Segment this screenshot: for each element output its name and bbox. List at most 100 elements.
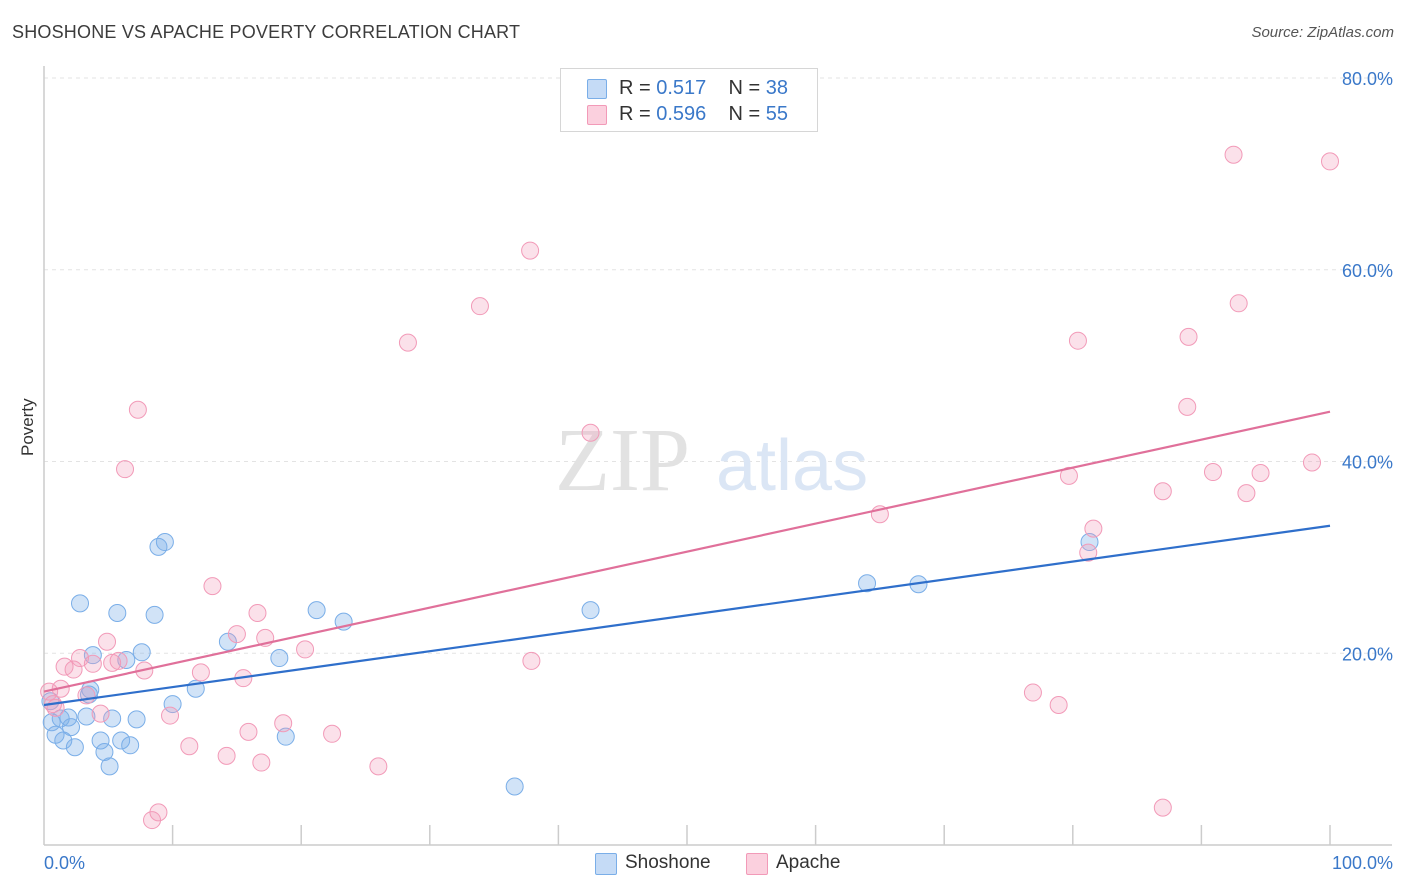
- x-tick-label: 0.0%: [44, 853, 85, 873]
- apache-point: [217, 746, 236, 765]
- shoshone-point: [117, 650, 136, 669]
- apache-point: [98, 632, 117, 651]
- apache-point: [470, 297, 489, 316]
- apache-legend-label: Apache: [776, 852, 841, 873]
- legend-n-label: N =: [728, 77, 766, 99]
- shoshone-point: [276, 727, 295, 746]
- apache-point: [323, 724, 342, 743]
- apache-point: [109, 651, 128, 670]
- apache-point: [1153, 798, 1172, 817]
- apache-point: [149, 803, 168, 822]
- shoshone-point: [307, 601, 326, 620]
- apache-point: [1068, 331, 1087, 350]
- legend-n-value: 55: [765, 103, 789, 125]
- apache-point: [227, 625, 246, 644]
- correlation-legend: R = 0.517 N = 38 R = 0.596 N = 55: [560, 68, 818, 132]
- apache-point: [161, 706, 180, 725]
- apache-point: [116, 460, 135, 479]
- shoshone-point: [145, 605, 164, 624]
- apache-point: [1084, 519, 1103, 538]
- legend-r-label: R =: [619, 77, 657, 99]
- shoshone-point: [858, 574, 877, 593]
- shoshone-point: [270, 649, 289, 668]
- apache-point: [252, 753, 271, 772]
- apache-point: [248, 603, 267, 622]
- apache-point: [274, 714, 293, 733]
- shoshone-point: [62, 718, 81, 737]
- shoshone-point: [103, 709, 122, 728]
- apache-point: [1153, 482, 1172, 501]
- apache-point: [1179, 327, 1198, 346]
- apache-swatch: [587, 105, 607, 125]
- apache-point: [103, 653, 122, 672]
- legend-r-value: 0.596: [656, 103, 707, 125]
- apache-point: [1251, 464, 1270, 483]
- apache-legend-swatch: [746, 853, 768, 875]
- apache-point: [239, 722, 258, 741]
- apache-point: [369, 757, 388, 776]
- shoshone-point: [112, 731, 131, 750]
- shoshone-point: [91, 731, 110, 750]
- trend-lines: [43, 410, 1331, 707]
- shoshone-point: [71, 594, 90, 613]
- apache-point: [1079, 543, 1098, 562]
- y-tick-label: 60.0%: [1342, 261, 1393, 281]
- x-tick-label: 100.0%: [1332, 853, 1393, 873]
- apache-point: [64, 660, 83, 679]
- apache-point: [91, 704, 110, 723]
- watermark-zip: ZIP: [555, 411, 690, 510]
- apache-trend-line: [43, 410, 1331, 693]
- shoshone-point: [100, 757, 119, 776]
- apache-point: [203, 577, 222, 596]
- shoshone-legend-swatch: [595, 853, 617, 875]
- legend-n-value: 38: [765, 77, 789, 99]
- watermark: ZIP atlas: [555, 411, 868, 510]
- data-points: [40, 145, 1339, 830]
- apache-point: [522, 651, 541, 670]
- shoshone-swatch: [587, 79, 607, 99]
- shoshone-point: [505, 777, 524, 796]
- shoshone-point: [65, 738, 84, 757]
- apache-point: [1049, 696, 1068, 715]
- apache-point: [521, 241, 540, 260]
- apache-point: [180, 737, 199, 756]
- tick-labels: 20.0% 40.0% 60.0% 80.0% 0.0% 100.0%: [44, 69, 1393, 873]
- legend-r-label: R =: [619, 103, 657, 125]
- apache-point: [398, 333, 417, 352]
- apache-point: [1302, 453, 1321, 472]
- apache-point: [77, 686, 96, 705]
- y-tick-label: 40.0%: [1342, 453, 1393, 473]
- shoshone-point: [155, 533, 174, 552]
- legend-r-value: 0.517: [656, 77, 707, 99]
- apache-point: [1023, 683, 1042, 702]
- apache-point: [83, 654, 102, 673]
- shoshone-legend-label: Shoshone: [625, 852, 711, 873]
- apache-point: [128, 400, 147, 419]
- shoshone-point: [163, 695, 182, 714]
- apache-point: [1203, 463, 1222, 482]
- apache-point: [1224, 145, 1243, 164]
- shoshone-point: [218, 632, 237, 651]
- source-label: Source: ZipAtlas.com: [1251, 24, 1394, 41]
- apache-point: [1237, 484, 1256, 503]
- gridlines: [44, 77, 1392, 654]
- apache-point: [191, 663, 210, 682]
- apache-point: [143, 811, 162, 830]
- shoshone-point: [127, 710, 146, 729]
- apache-point: [1178, 397, 1197, 416]
- axes: [43, 66, 1392, 846]
- shoshone-point: [581, 601, 600, 620]
- shoshone-point: [121, 736, 140, 755]
- shoshone-point: [77, 707, 96, 726]
- legend-n-label: N =: [728, 103, 766, 125]
- apache-point: [1229, 294, 1248, 313]
- y-tick-label: 80.0%: [1342, 69, 1393, 89]
- shoshone-point: [54, 731, 73, 750]
- apache-point: [581, 423, 600, 442]
- chart-title: SHOSHONE VS APACHE POVERTY CORRELATION C…: [12, 22, 521, 42]
- shoshone-point: [95, 743, 114, 762]
- shoshone-trend-line: [43, 524, 1331, 707]
- apache-point: [296, 640, 315, 659]
- y-tick-label: 20.0%: [1342, 644, 1393, 664]
